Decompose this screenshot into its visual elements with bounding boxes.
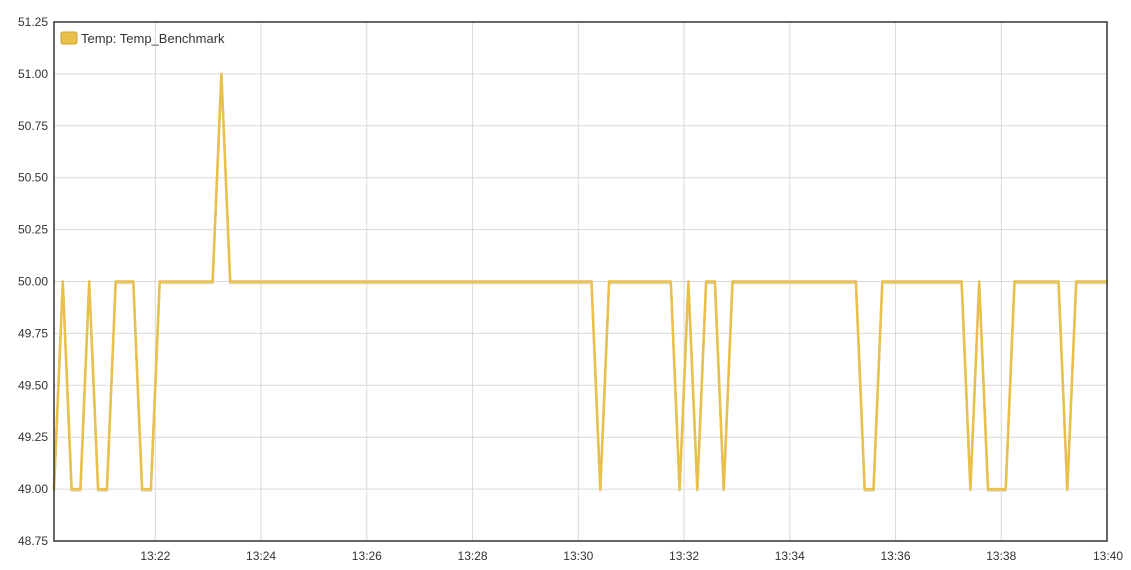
series-point — [1074, 280, 1078, 283]
series-point — [713, 280, 717, 283]
series-point — [590, 280, 593, 283]
y-tick-label: 50.25 — [18, 223, 48, 237]
series-point — [969, 487, 972, 491]
series-point — [176, 280, 179, 283]
series-point — [863, 487, 866, 491]
y-tick-label: 51.25 — [18, 15, 48, 29]
x-tick-label: 13:30 — [563, 549, 593, 563]
series-point — [237, 280, 241, 283]
y-tick-label: 49.00 — [18, 482, 48, 496]
series-point — [995, 487, 999, 491]
series-point — [854, 280, 858, 283]
series-point — [1066, 487, 1069, 491]
series-point — [1004, 487, 1007, 491]
series-point — [599, 487, 602, 491]
series-point — [678, 487, 681, 491]
series-shadow-line — [52, 74, 1107, 492]
series-point — [978, 280, 981, 283]
legend[interactable]: Temp: Temp_Benchmark — [60, 31, 225, 46]
series-point — [211, 280, 214, 283]
y-axis-ticks: 48.75 49.00 49.25 49.50 49.75 50.00 50.25 50.50… — [18, 15, 48, 548]
series-point — [70, 487, 73, 491]
series-point — [158, 280, 161, 283]
legend-swatch[interactable] — [60, 31, 78, 45]
x-tick-label: 13:26 — [352, 549, 382, 563]
series-point — [123, 280, 126, 283]
x-tick-label: 13:36 — [881, 549, 911, 563]
y-tick-label: 50.00 — [18, 275, 48, 289]
series-point — [687, 280, 690, 283]
y-tick-label: 49.75 — [18, 326, 48, 340]
series-point — [61, 280, 65, 283]
y-tick-label: 51.00 — [18, 67, 48, 81]
y-tick-label: 50.75 — [18, 119, 48, 133]
plot-frame — [53, 21, 1108, 542]
x-tick-label: 13:32 — [669, 549, 699, 563]
y-tick-label: 49.50 — [18, 378, 48, 392]
x-tick-label: 13:28 — [458, 549, 488, 563]
x-tick-label: 13:38 — [986, 549, 1016, 563]
x-tick-label: 13:22 — [140, 549, 170, 563]
series-point — [986, 487, 990, 491]
x-tick-label: 13:34 — [775, 549, 805, 563]
series-point — [669, 280, 673, 283]
y-tick-label: 50.50 — [18, 171, 48, 185]
series-point — [229, 280, 232, 283]
series-point — [731, 280, 734, 283]
series-point — [202, 280, 205, 283]
series-point — [105, 487, 109, 491]
series-point — [184, 280, 188, 283]
series-point — [132, 280, 135, 283]
x-tick-label: 13:24 — [246, 549, 276, 563]
series-point — [881, 280, 884, 283]
series-point — [1057, 280, 1060, 283]
series-point — [872, 487, 875, 491]
series-point — [696, 487, 699, 491]
series-point — [149, 487, 153, 491]
series-point — [193, 280, 197, 283]
series-point — [114, 280, 117, 283]
series-point — [220, 72, 223, 76]
series-point — [704, 280, 708, 283]
x-tick-label: 13:40 — [1093, 549, 1123, 563]
series-point — [96, 487, 100, 491]
series-layer — [52, 72, 1109, 492]
series-point — [722, 487, 725, 491]
legend-label[interactable]: Temp: Temp_Benchmark — [81, 31, 225, 46]
series-point — [88, 280, 91, 283]
series-point — [140, 487, 144, 491]
series-point — [607, 280, 611, 283]
y-tick-label: 49.25 — [18, 430, 48, 444]
x-axis-ticks: 13:22 13:24 13:26 13:28 13:30 13:32 13:34 13:36… — [140, 549, 1123, 563]
series-point — [79, 487, 82, 491]
series-point — [960, 280, 963, 283]
series-point — [167, 280, 170, 283]
series-point — [740, 280, 743, 283]
series-point — [1013, 280, 1016, 283]
y-tick-label: 48.75 — [18, 534, 48, 548]
